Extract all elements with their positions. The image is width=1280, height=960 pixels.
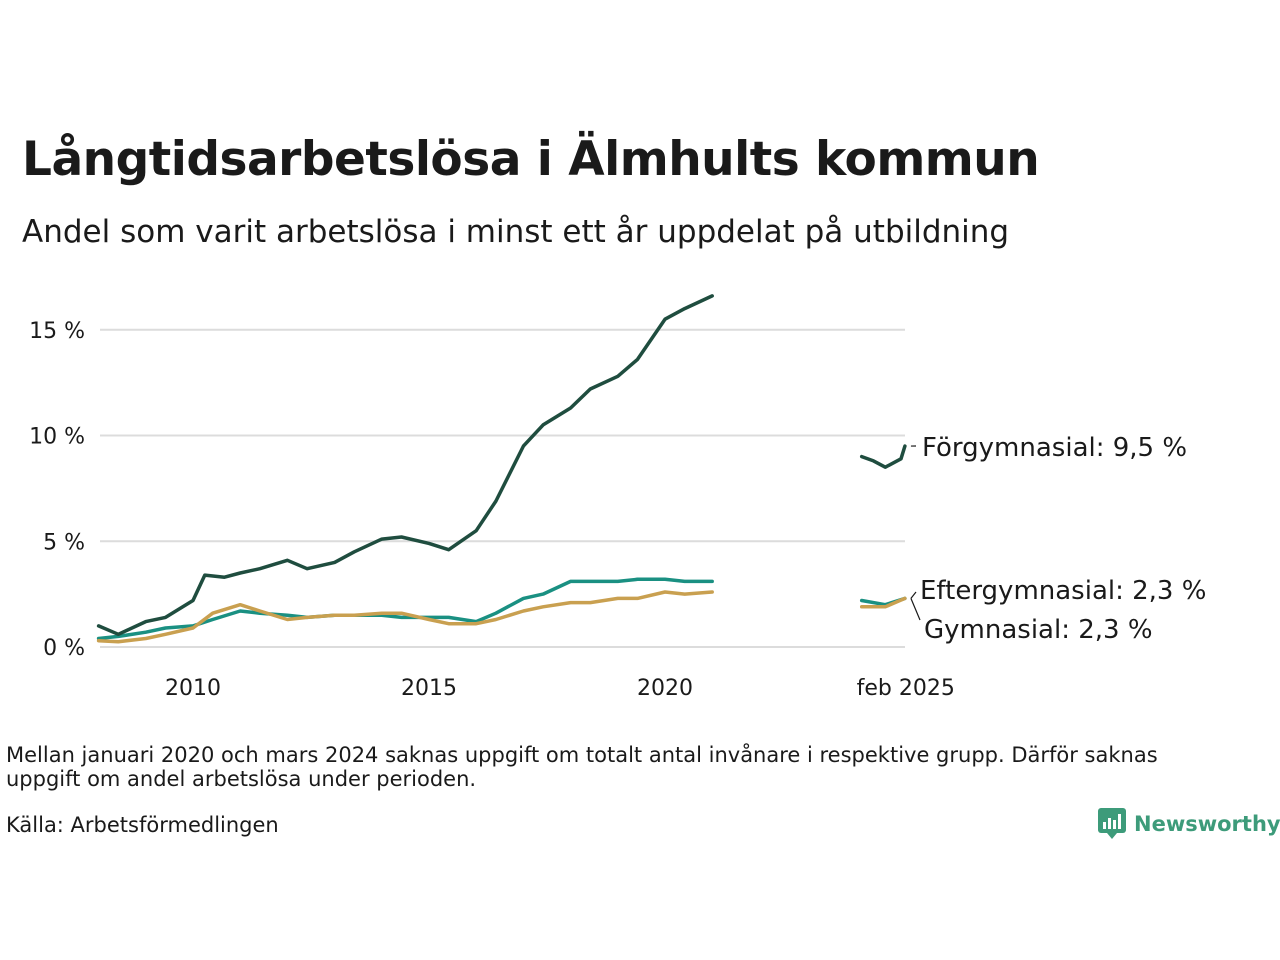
gridlines	[100, 328, 905, 648]
line-chart: 0 % 5 % 10 % 15 % 2010 2015 2020 feb 2025 Förg…	[29, 294, 1206, 701]
series-line-gymnasial	[859, 596, 907, 609]
series-end-label-förgymnasial: Förgymnasial: 9,5 %	[922, 433, 1187, 463]
newsworthy-logo[interactable]: Newsworthy	[1098, 808, 1280, 840]
chart-title: Långtidsarbetslösa i Älmhults kommun	[22, 132, 1040, 187]
series-line-gymnasial	[96, 590, 714, 644]
series-lines	[96, 294, 907, 644]
series-end-label-eftergymnasial: Eftergymnasial: 2,3 %	[920, 576, 1206, 606]
x-tick-label: feb 2025	[857, 676, 955, 701]
y-tick-label: 0 %	[43, 636, 85, 661]
brand-name: Newsworthy	[1134, 812, 1280, 836]
y-axis-ticks: 0 % 5 % 10 % 15 %	[29, 319, 85, 661]
label-leader-line	[910, 598, 921, 621]
y-tick-label: 15 %	[29, 319, 85, 344]
series-end-label-gymnasial: Gymnasial: 2,3 %	[924, 615, 1153, 645]
series-line-förgymnasial	[96, 294, 714, 637]
footnote: Mellan januari 2020 och mars 2024 saknas…	[6, 743, 1158, 791]
series-line-förgymnasial	[859, 444, 907, 469]
x-tick-label: 2015	[401, 676, 457, 701]
y-tick-label: 5 %	[43, 530, 85, 555]
bar-chart-logo-icon	[1098, 808, 1126, 839]
chart-subtitle: Andel som varit arbetslösa i minst ett å…	[22, 214, 1010, 250]
x-tick-label: 2020	[637, 676, 693, 701]
label-leader-line	[910, 591, 917, 599]
source-text: Källa: Arbetsförmedlingen	[6, 813, 279, 837]
series-end-labels: Förgymnasial: 9,5 % Eftergymnasial: 2,3 %…	[910, 433, 1206, 645]
y-tick-label: 10 %	[29, 425, 85, 450]
x-tick-label: 2010	[165, 676, 221, 701]
x-axis-ticks: 2010 2015 2020 feb 2025	[165, 676, 955, 701]
